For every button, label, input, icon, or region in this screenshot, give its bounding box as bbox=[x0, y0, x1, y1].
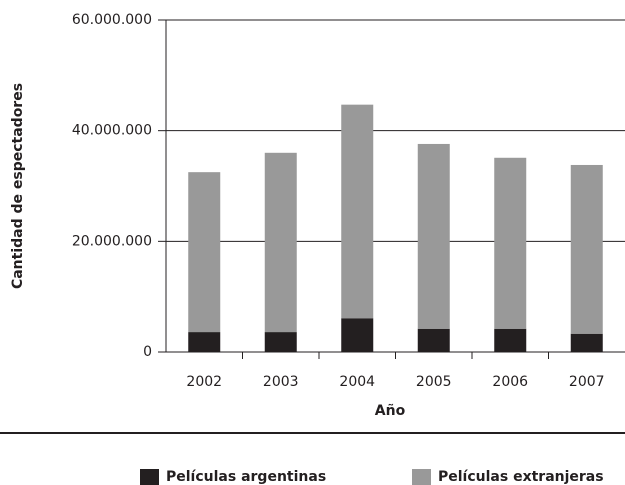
x-tick-label: 2002 bbox=[186, 374, 222, 390]
bar-segment bbox=[417, 328, 450, 352]
bar-segment bbox=[188, 172, 221, 333]
legend-swatch bbox=[412, 469, 431, 485]
x-tick-label: 2003 bbox=[263, 374, 299, 390]
y-tick-label: 60.000.000 bbox=[72, 12, 152, 28]
bar-segment bbox=[494, 328, 527, 352]
bar-segment bbox=[264, 332, 297, 352]
bar-segment bbox=[570, 164, 603, 334]
bar-segment bbox=[341, 318, 374, 352]
x-tick-label: 2005 bbox=[416, 374, 452, 390]
x-axis-title: Año bbox=[375, 403, 406, 419]
x-tick-label: 2007 bbox=[569, 374, 605, 390]
bar-segment bbox=[570, 333, 603, 352]
y-axis-title: Cantidad de espectadores bbox=[10, 83, 26, 289]
bar-segment bbox=[417, 143, 450, 329]
x-tick-label: 2004 bbox=[339, 374, 375, 390]
y-tick-label: 0 bbox=[143, 344, 152, 360]
bar-segment bbox=[341, 104, 374, 319]
legend-label: Películas extranjeras bbox=[438, 469, 604, 485]
bar-segment bbox=[188, 332, 221, 352]
legend-label: Películas argentinas bbox=[166, 469, 326, 485]
legend-swatch bbox=[140, 469, 159, 485]
y-tick-label: 20.000.000 bbox=[72, 233, 152, 249]
y-tick-label: 40.000.000 bbox=[72, 123, 152, 139]
x-tick-label: 2006 bbox=[492, 374, 528, 390]
bar-segment bbox=[494, 157, 527, 329]
bar-segment bbox=[264, 152, 297, 333]
